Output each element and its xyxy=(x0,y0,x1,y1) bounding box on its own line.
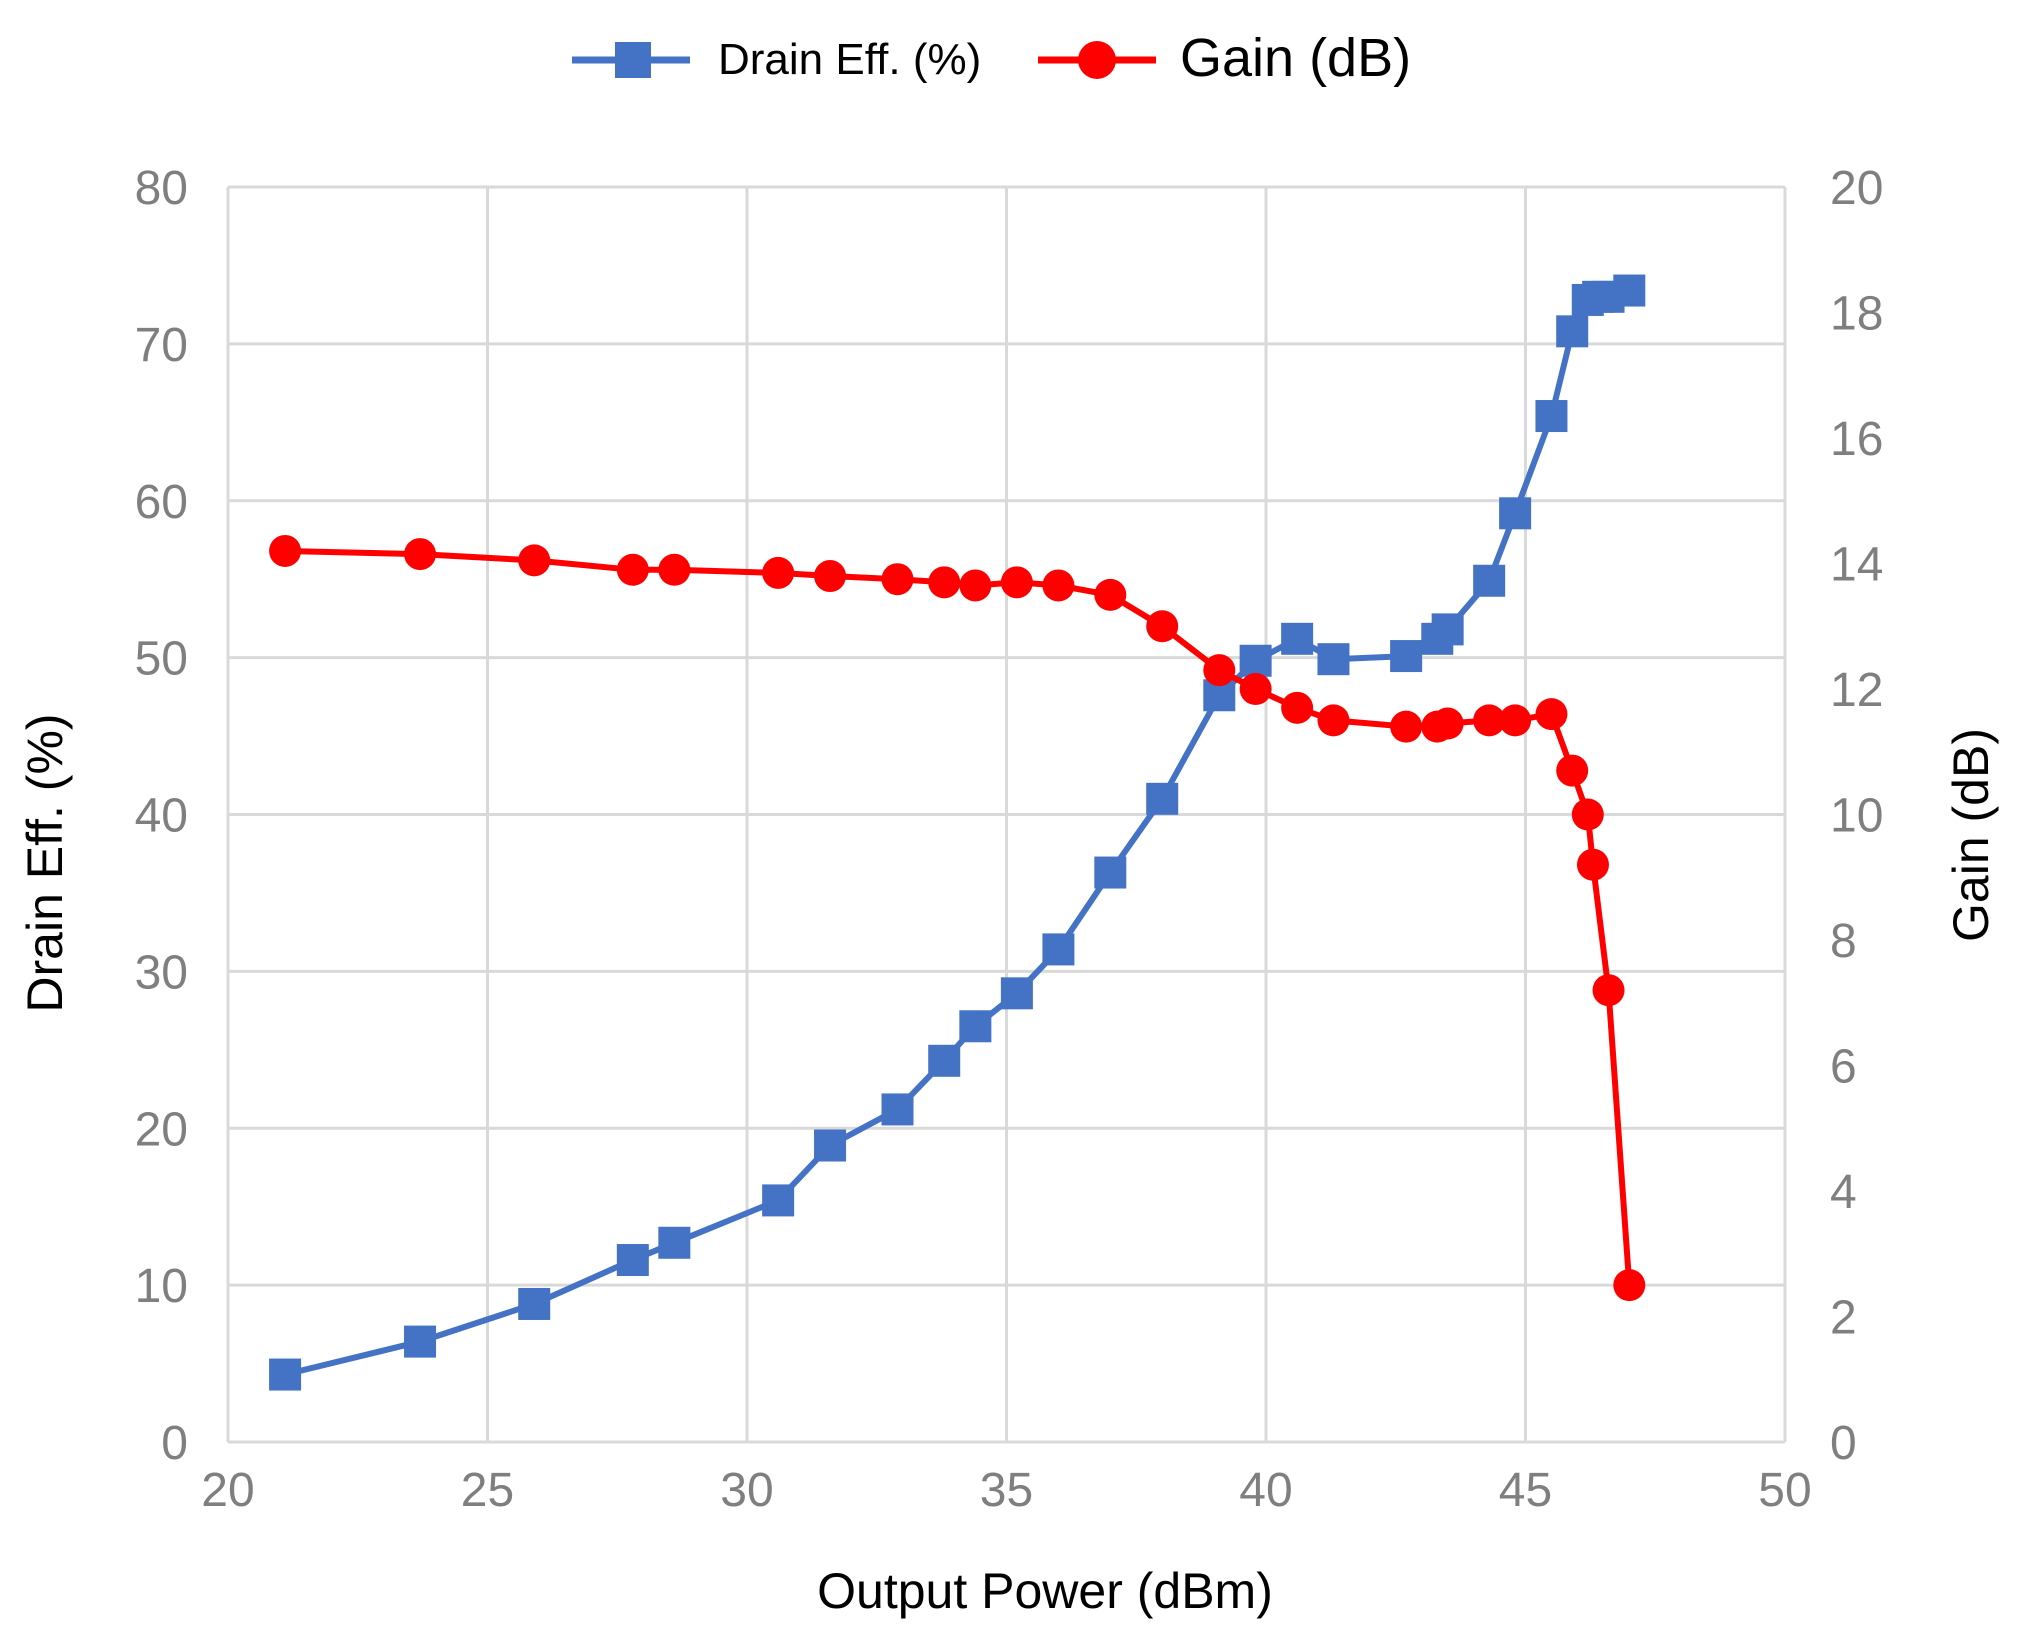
legend-marker-drain-eff xyxy=(615,42,651,78)
data-point-drain-eff xyxy=(1094,856,1127,889)
data-point-drain-eff xyxy=(1317,643,1350,676)
data-point-gain xyxy=(881,563,914,596)
data-point-gain xyxy=(1571,798,1604,831)
series-layer xyxy=(269,274,1646,1391)
data-point-drain-eff xyxy=(928,1044,961,1077)
data-point-gain xyxy=(269,534,302,567)
legend: Drain Eff. (%) Gain (dB) xyxy=(572,28,1411,88)
data-point-gain xyxy=(1592,974,1625,1007)
y-right-tick-label: 18 xyxy=(1830,288,1883,341)
data-point-drain-eff xyxy=(1556,315,1589,348)
x-tick-label: 50 xyxy=(1758,1464,1811,1517)
y-left-tick-label: 70 xyxy=(135,319,188,372)
data-point-gain xyxy=(1390,710,1423,743)
y-right-tick-label: 12 xyxy=(1830,664,1883,717)
data-point-gain xyxy=(518,544,551,577)
data-point-gain xyxy=(1317,704,1350,737)
y-left-tick-label: 30 xyxy=(135,946,188,999)
y-left-tick-label: 0 xyxy=(161,1417,188,1470)
data-point-drain-eff xyxy=(814,1129,847,1162)
y-right-tick-label: 0 xyxy=(1830,1417,1857,1470)
data-point-drain-eff xyxy=(269,1358,302,1391)
data-point-drain-eff xyxy=(1431,613,1464,646)
data-point-gain xyxy=(1556,754,1589,787)
data-point-drain-eff xyxy=(1390,640,1423,673)
data-point-drain-eff xyxy=(518,1287,551,1320)
y-right-tick-label: 14 xyxy=(1830,539,1883,592)
data-point-gain xyxy=(814,560,847,593)
y-left-tick-label: 50 xyxy=(135,633,188,686)
data-point-drain-eff xyxy=(1499,497,1532,530)
data-point-gain xyxy=(616,553,649,586)
data-point-drain-eff xyxy=(1281,622,1314,655)
data-point-gain xyxy=(658,553,691,586)
data-point-drain-eff xyxy=(881,1093,914,1126)
data-point-gain xyxy=(1576,848,1609,881)
data-point-drain-eff xyxy=(1239,644,1272,677)
x-tick-label: 40 xyxy=(1239,1464,1292,1517)
series-gain xyxy=(269,534,1646,1302)
data-point-drain-eff xyxy=(1146,782,1179,815)
data-point-gain xyxy=(1431,707,1464,740)
legend-marker-gain xyxy=(1078,41,1116,79)
data-point-drain-eff xyxy=(658,1226,691,1259)
x-tick-label: 45 xyxy=(1499,1464,1552,1517)
data-point-gain xyxy=(1613,1269,1646,1302)
data-point-gain xyxy=(1535,698,1568,731)
data-point-gain xyxy=(1499,704,1532,737)
legend-item-gain: Gain (dB) xyxy=(1038,28,1411,88)
data-point-gain xyxy=(1281,691,1314,724)
y-right-tick-label: 2 xyxy=(1830,1292,1857,1345)
x-tick-label: 35 xyxy=(980,1464,1033,1517)
grid xyxy=(226,185,1787,1444)
data-point-gain xyxy=(404,538,437,571)
legend-label-gain: Gain (dB) xyxy=(1180,28,1411,88)
y-right-tick-label: 4 xyxy=(1830,1166,1857,1219)
data-point-gain xyxy=(1473,704,1506,737)
y-left-axis-label: Drain Eff. (%) xyxy=(17,713,73,1012)
data-point-gain xyxy=(1094,578,1127,611)
data-point-drain-eff xyxy=(1042,933,1075,966)
data-point-drain-eff xyxy=(616,1244,649,1277)
y-right-tick-label: 16 xyxy=(1830,413,1883,466)
ticks: 20 25 30 35 40 45 50 0 10 20 30 40 50 60 70 80 0 2 4 6 8 10 12… xyxy=(135,162,1884,1517)
data-point-gain xyxy=(959,569,992,602)
data-point-drain-eff xyxy=(1613,274,1646,307)
y-right-axis-label: Gain (dB) xyxy=(1943,728,1999,942)
y-left-tick-label: 10 xyxy=(135,1260,188,1313)
y-right-tick-label: 10 xyxy=(1830,790,1883,843)
data-point-drain-eff xyxy=(762,1184,795,1217)
data-point-drain-eff xyxy=(1535,400,1568,433)
data-point-gain xyxy=(1000,566,1033,599)
x-axis-label: Output Power (dBm) xyxy=(817,1563,1273,1619)
data-point-gain xyxy=(1042,569,1075,602)
data-point-gain xyxy=(928,566,961,599)
data-point-drain-eff xyxy=(1473,564,1506,597)
x-tick-label: 30 xyxy=(720,1464,773,1517)
data-point-gain xyxy=(1203,654,1236,687)
y-right-tick-label: 8 xyxy=(1830,915,1857,968)
y-left-tick-label: 20 xyxy=(135,1103,188,1156)
data-point-drain-eff xyxy=(959,1010,992,1043)
x-tick-label: 20 xyxy=(201,1464,254,1517)
y-right-tick-label: 6 xyxy=(1830,1041,1857,1094)
data-point-gain xyxy=(1146,610,1179,643)
y-left-tick-label: 80 xyxy=(135,162,188,215)
data-point-gain xyxy=(762,556,795,589)
data-point-drain-eff xyxy=(404,1325,437,1358)
legend-label-drain-eff: Drain Eff. (%) xyxy=(718,35,981,84)
y-left-tick-label: 40 xyxy=(135,790,188,843)
series-drain-eff xyxy=(269,274,1646,1391)
data-point-drain-eff xyxy=(1000,977,1033,1010)
legend-item-drain-eff: Drain Eff. (%) xyxy=(572,35,981,84)
y-left-tick-label: 60 xyxy=(135,476,188,529)
data-point-gain xyxy=(1239,673,1272,705)
x-tick-label: 25 xyxy=(461,1464,514,1517)
y-right-tick-label: 20 xyxy=(1830,162,1883,215)
